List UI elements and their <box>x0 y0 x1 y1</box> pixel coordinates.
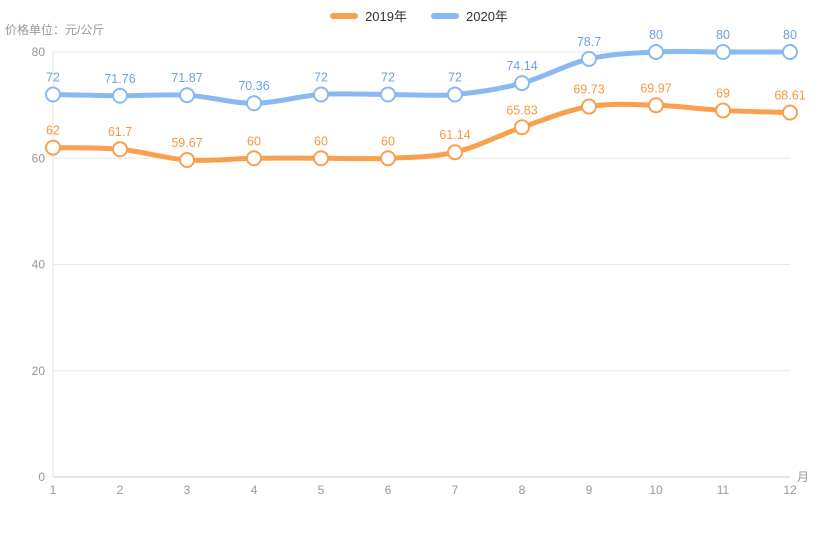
svg-text:7: 7 <box>452 483 459 497</box>
svg-text:71.87: 71.87 <box>171 71 202 85</box>
svg-text:80: 80 <box>783 28 797 42</box>
svg-text:78.7: 78.7 <box>577 35 601 49</box>
svg-text:60: 60 <box>247 134 261 148</box>
legend-swatch-2020-icon <box>431 12 459 19</box>
svg-text:40: 40 <box>32 258 46 272</box>
svg-text:71.76: 71.76 <box>104 72 135 86</box>
svg-text:月: 月 <box>797 470 809 484</box>
svg-text:62: 62 <box>46 124 60 138</box>
svg-text:69.97: 69.97 <box>640 81 671 95</box>
svg-text:60: 60 <box>32 151 46 165</box>
legend-label-2019: 2019年 <box>365 9 407 24</box>
svg-text:10: 10 <box>649 483 663 497</box>
legend-item-2020[interactable]: 2020年 <box>431 6 508 25</box>
svg-text:72: 72 <box>381 71 395 85</box>
svg-text:61.7: 61.7 <box>108 125 132 139</box>
legend-swatch-2019-icon <box>330 12 359 19</box>
svg-text:72: 72 <box>448 71 462 85</box>
svg-text:6: 6 <box>385 483 392 497</box>
svg-text:70.36: 70.36 <box>238 79 269 93</box>
svg-text:74.14: 74.14 <box>506 59 537 73</box>
svg-text:72: 72 <box>314 71 328 85</box>
svg-text:69: 69 <box>716 86 730 100</box>
svg-text:65.83: 65.83 <box>506 103 537 117</box>
svg-text:4: 4 <box>251 483 258 497</box>
svg-text:9: 9 <box>586 483 593 497</box>
svg-text:69.73: 69.73 <box>573 83 604 97</box>
svg-text:5: 5 <box>318 483 325 497</box>
y-axis-unit-label: 价格单位：元/公斤 <box>5 23 105 37</box>
svg-text:80: 80 <box>649 28 663 42</box>
legend: 2019年 2020年 <box>0 6 838 25</box>
svg-text:0: 0 <box>38 470 45 484</box>
svg-text:68.61: 68.61 <box>774 89 805 103</box>
svg-text:20: 20 <box>32 364 46 378</box>
svg-text:60: 60 <box>314 134 328 148</box>
svg-text:1: 1 <box>50 483 57 497</box>
legend-label-2020: 2020年 <box>466 9 508 24</box>
svg-text:80: 80 <box>32 45 46 59</box>
svg-text:80: 80 <box>716 28 730 42</box>
svg-text:12: 12 <box>783 483 797 497</box>
legend-item-2019[interactable]: 2019年 <box>330 6 407 25</box>
svg-text:61.14: 61.14 <box>439 128 470 142</box>
svg-text:72: 72 <box>46 71 60 85</box>
svg-text:60: 60 <box>381 134 395 148</box>
svg-text:11: 11 <box>717 483 730 497</box>
svg-text:2: 2 <box>117 483 124 497</box>
svg-text:8: 8 <box>519 483 526 497</box>
svg-text:59.67: 59.67 <box>171 136 202 150</box>
svg-text:3: 3 <box>184 483 191 497</box>
